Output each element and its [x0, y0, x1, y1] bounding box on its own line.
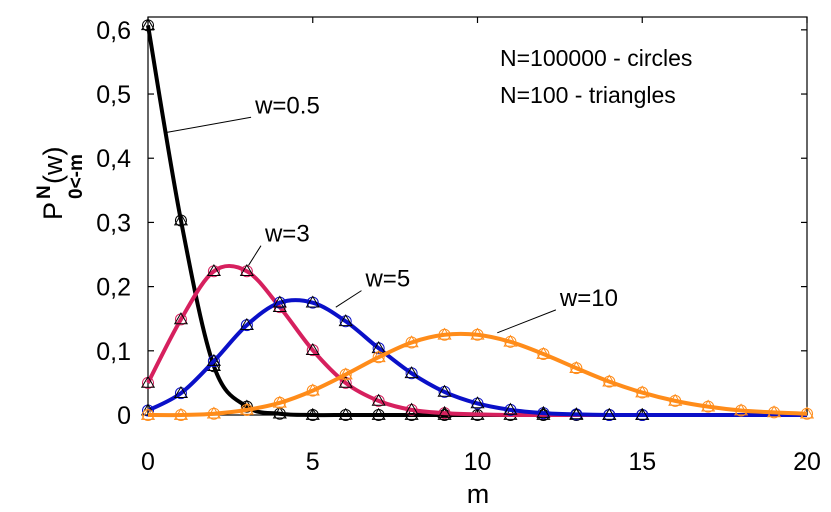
data-point-triangle	[404, 402, 419, 415]
data-point-triangle	[338, 314, 353, 327]
data-point-triangle	[371, 350, 386, 363]
data-point-triangle	[437, 405, 452, 418]
y-axis-title-arg: (w)	[38, 147, 68, 184]
data-point-triangle	[635, 407, 650, 420]
data-point-triangle	[437, 327, 452, 340]
y-tick-label: 0,1	[96, 338, 131, 366]
data-point-triangle	[338, 407, 353, 420]
series-w-3	[140, 263, 807, 420]
data-point-triangle	[766, 405, 782, 418]
data-point-triangle	[206, 406, 221, 419]
data-point-triangle	[437, 384, 452, 397]
curve-label-pointer	[248, 245, 262, 266]
x-axis-title: m	[467, 479, 490, 509]
y-axis-title-sup: N	[34, 185, 55, 199]
data-point-triangle	[140, 407, 156, 420]
curve-label-pointer	[497, 309, 557, 334]
data-point-triangle	[404, 335, 419, 348]
y-axis-title-sub: 0<-m	[66, 154, 87, 199]
data-point-triangle	[503, 334, 518, 347]
data-point-triangle	[404, 366, 419, 379]
series-line	[147, 331, 808, 418]
data-point-triangle	[635, 385, 650, 398]
data-point-triangle	[272, 395, 287, 408]
data-point-triangle	[602, 374, 617, 387]
y-tick-label: 0,4	[96, 145, 131, 173]
data-point-triangle	[470, 327, 485, 340]
data-point-triangle	[173, 213, 189, 226]
curve-label-pointer	[335, 290, 362, 308]
data-point-triangle	[668, 393, 683, 406]
x-tick-label: 20	[793, 448, 821, 476]
plot-frame	[147, 16, 808, 416]
data-point-triangle	[569, 407, 584, 420]
curve-label: w=5	[364, 266, 410, 293]
data-point-triangle	[503, 402, 518, 415]
data-point-triangle	[536, 405, 551, 418]
data-point-triangle	[272, 295, 287, 308]
y-tick-label: 0,6	[96, 17, 131, 45]
y-tick-label: 0,2	[96, 274, 131, 302]
series-line	[146, 25, 807, 418]
note-text: N=100000 - circles	[500, 45, 692, 71]
y-axis-title-main: P	[38, 202, 68, 220]
text-layer: 0 5 10 15 20 0 0,1 0,2 0,3 0,4 0,5 0,6 m PN 0<-m(w) N=1…	[34, 17, 821, 509]
data-point-triangle	[206, 353, 221, 366]
data-point-triangle	[140, 18, 156, 31]
data-point-triangle	[536, 346, 551, 359]
series-w-0-5	[140, 18, 807, 421]
curve-label-pointer	[166, 116, 252, 134]
series-w-5	[140, 295, 807, 421]
data-point-triangle	[206, 264, 221, 277]
y-axis-title: PN 0<-m(w)	[34, 147, 87, 220]
curve-label: w=10	[559, 285, 618, 312]
axes	[147, 16, 808, 416]
data-point-triangle	[140, 375, 156, 388]
data-point-triangle	[470, 396, 485, 409]
data-point-triangle	[701, 399, 716, 412]
data-point-triangle	[272, 406, 287, 419]
y-tick-label: 0,3	[96, 209, 131, 237]
data-point-triangle	[602, 407, 617, 420]
data-point-triangle	[799, 406, 815, 419]
data-point-triangle	[569, 360, 584, 373]
x-tick-label: 0	[141, 448, 155, 476]
data-point-triangle	[371, 407, 386, 420]
data-point-triangle	[173, 385, 189, 399]
data-point-triangle	[305, 407, 320, 420]
x-tick-label: 15	[628, 448, 656, 476]
series-w-10	[140, 327, 815, 421]
data-point-triangle	[239, 317, 254, 330]
curve-label: w=0.5	[254, 92, 320, 119]
y-tick-label: 0,5	[96, 81, 131, 109]
data-point-triangle	[338, 375, 353, 388]
data-point-triangle	[338, 367, 353, 380]
data-point-triangle	[239, 402, 254, 415]
series-line	[147, 298, 807, 418]
data-point-triangle	[173, 407, 189, 420]
data-point-triangle	[272, 299, 287, 312]
data-point-triangle	[734, 403, 749, 416]
data-point-triangle	[305, 342, 320, 356]
data-point-triangle	[305, 295, 320, 308]
data-point-triangle	[173, 312, 189, 325]
curve-label: w=3	[264, 221, 310, 248]
y-tick-label: 0	[117, 402, 131, 430]
data-point-triangle	[305, 383, 320, 396]
data-point-triangle	[239, 264, 254, 277]
x-tick-label: 5	[306, 448, 320, 476]
data-point-triangle	[371, 393, 386, 406]
series-layer	[140, 18, 815, 421]
note-text: N=100 - triangles	[500, 82, 676, 108]
x-tick-label: 10	[464, 448, 492, 476]
data-point-triangle	[371, 341, 386, 354]
